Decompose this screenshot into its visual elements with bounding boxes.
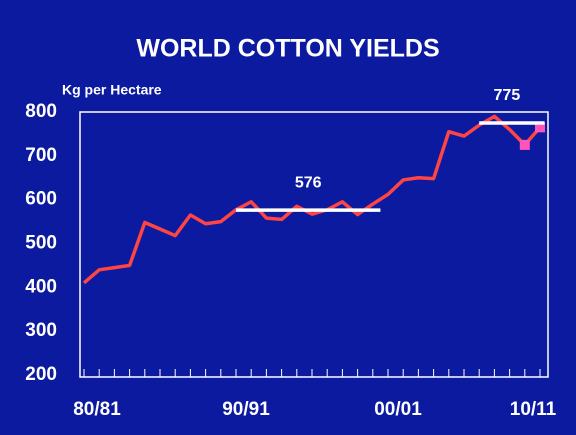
y-tick-label: 500	[25, 233, 57, 254]
x-tick-label: 00/01	[374, 399, 422, 420]
x-tick-label: 10/11	[510, 399, 557, 420]
point-marker	[519, 139, 530, 150]
y-tick-label: 600	[25, 189, 57, 210]
y-tick-label: 800	[25, 101, 57, 122]
plot-frame	[79, 111, 549, 378]
average-label: 775	[494, 87, 521, 104]
y-axis-label: Kg per Hectare	[62, 82, 162, 98]
y-tick-label: 200	[25, 364, 57, 385]
average-label: 576	[295, 174, 322, 191]
y-tick-label: 700	[25, 145, 57, 166]
point-marker	[535, 122, 545, 133]
y-tick-label: 300	[25, 320, 57, 341]
data-line	[82, 114, 542, 285]
y-tick-label: 400	[25, 276, 57, 297]
x-tick-label: 80/81	[73, 399, 121, 420]
chart-title: WORLD COTTON YIELDS	[136, 35, 439, 63]
x-tick-label: 90/91	[222, 399, 270, 420]
